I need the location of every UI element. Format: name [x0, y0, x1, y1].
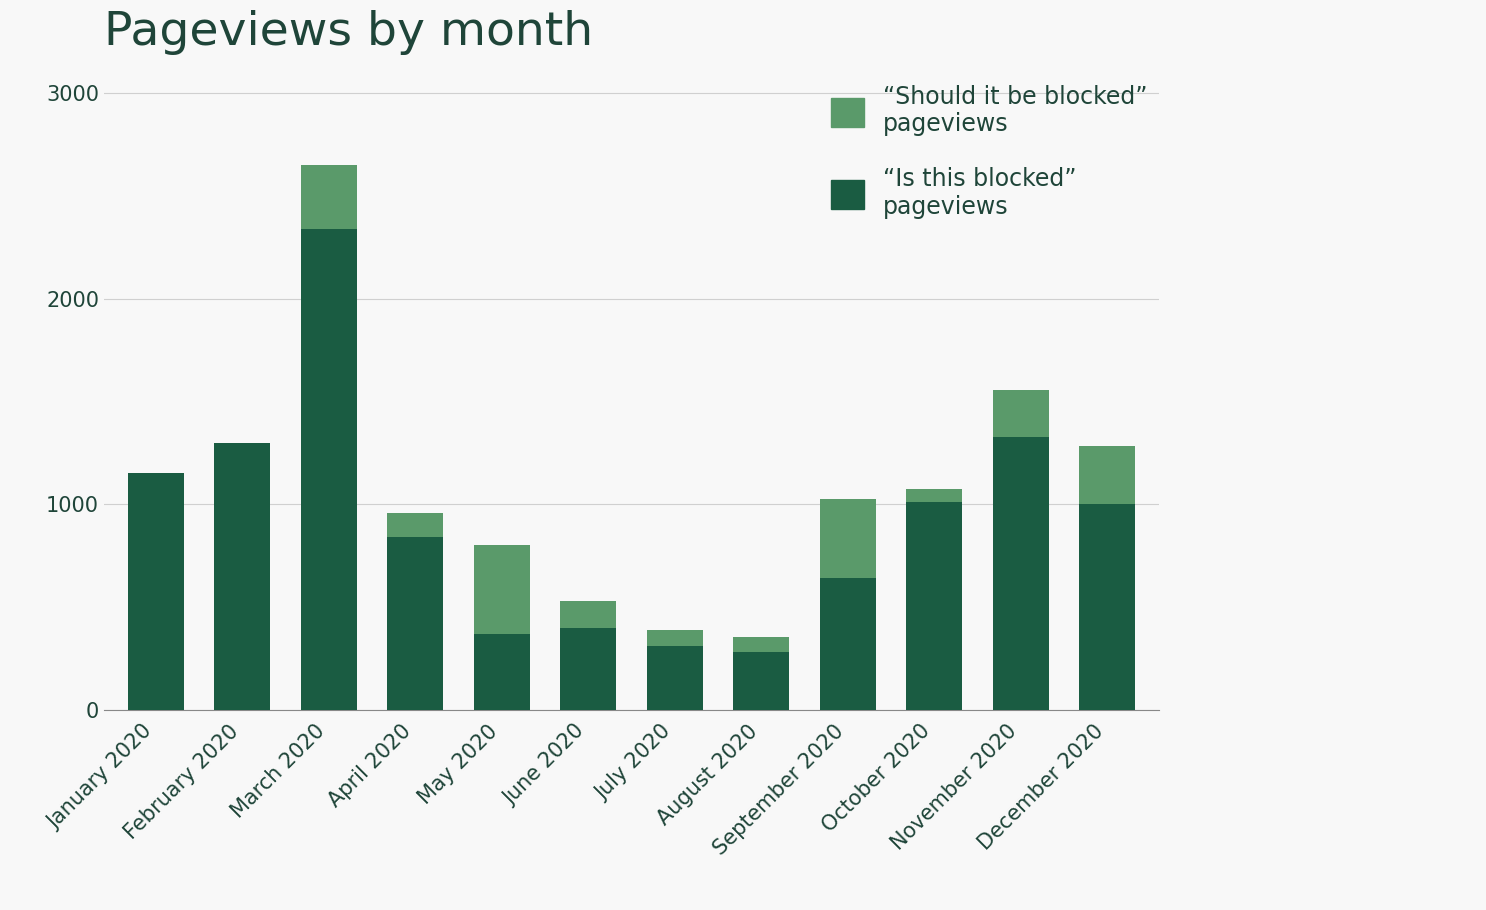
Bar — [560, 628, 617, 710]
Bar — [820, 578, 875, 710]
Bar — [474, 633, 531, 710]
Bar — [733, 652, 789, 710]
Bar — [474, 545, 531, 633]
Text: Pageviews by month: Pageviews by month — [104, 10, 593, 55]
Bar — [906, 502, 963, 710]
Bar — [128, 473, 184, 710]
Bar — [733, 637, 789, 652]
Legend: “Should it be blocked”
pageviews, “Is this blocked”
pageviews: “Should it be blocked” pageviews, “Is th… — [831, 85, 1147, 219]
Bar — [1079, 446, 1135, 504]
Bar — [214, 442, 270, 710]
Bar — [388, 537, 443, 710]
Bar — [646, 630, 703, 646]
Bar — [560, 601, 617, 628]
Bar — [300, 166, 357, 229]
Bar — [993, 437, 1049, 710]
Bar — [993, 390, 1049, 437]
Bar — [646, 646, 703, 710]
Bar — [300, 229, 357, 710]
Bar — [1079, 504, 1135, 710]
Bar — [388, 512, 443, 537]
Bar — [906, 489, 963, 502]
Bar — [820, 500, 875, 578]
